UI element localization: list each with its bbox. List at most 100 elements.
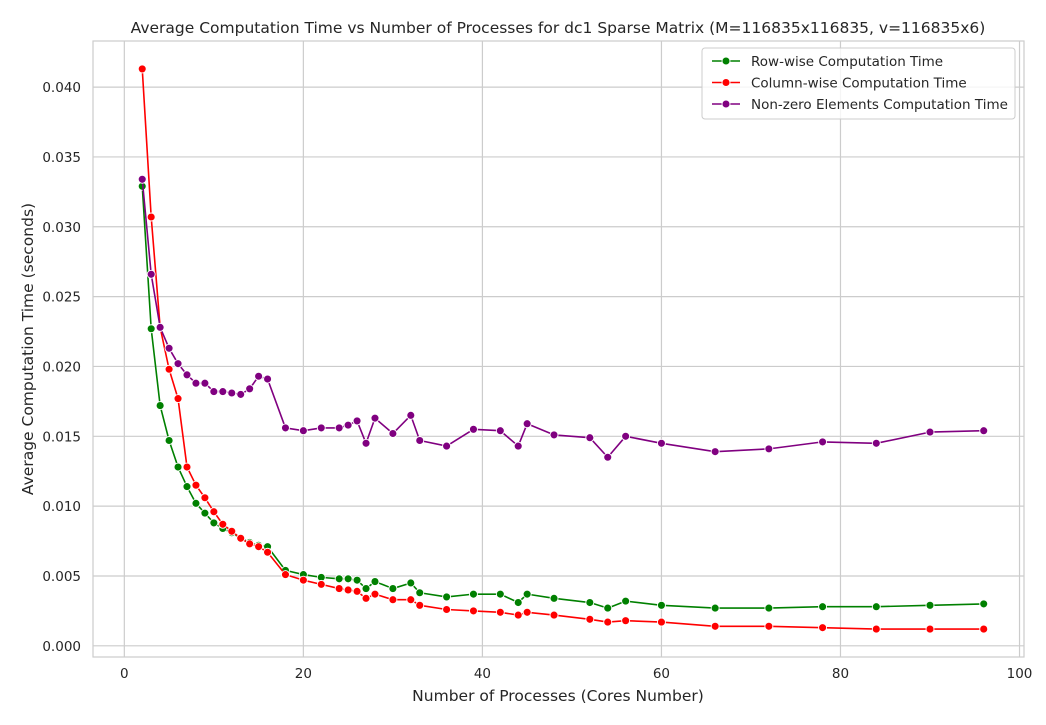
y-tick-labels: 0.000 0.005 0.010 0.015 0.020 0.025 0.030 0.035… — [42, 80, 81, 655]
data-point — [298, 426, 308, 436]
data-point — [925, 624, 935, 634]
data-point — [361, 584, 371, 594]
data-point — [182, 370, 192, 380]
data-point — [388, 595, 398, 605]
data-point — [352, 575, 362, 585]
data-point — [209, 507, 219, 517]
data-point — [621, 431, 631, 441]
data-point — [442, 592, 452, 602]
data-point — [710, 603, 720, 613]
data-point — [388, 429, 398, 438]
data-point — [495, 607, 505, 617]
data-point — [495, 589, 505, 599]
y-tick-label: 0.020 — [42, 359, 81, 375]
legend: Row-wise Computation Time Column-wise Com… — [701, 47, 1016, 120]
data-point — [352, 416, 362, 426]
x-tick-label: 80 — [832, 666, 849, 682]
legend-box — [701, 47, 1016, 120]
data-point — [406, 578, 416, 588]
data-point — [316, 579, 326, 589]
data-point — [764, 603, 774, 613]
data-point — [227, 388, 237, 398]
data-point — [603, 452, 613, 462]
data-point — [164, 343, 174, 353]
data-point — [209, 387, 219, 397]
data-point — [415, 436, 425, 445]
data-point — [343, 574, 353, 584]
x-tick-label: 40 — [474, 666, 491, 682]
data-point — [871, 438, 881, 448]
data-point — [710, 621, 720, 631]
data-point — [191, 480, 201, 490]
data-point — [585, 614, 595, 624]
plot-frame — [92, 40, 1025, 658]
data-point — [415, 588, 425, 598]
data-point — [522, 419, 532, 429]
data-point — [236, 389, 246, 399]
data-point — [656, 600, 666, 610]
data-point — [710, 447, 720, 457]
data-point — [146, 324, 156, 334]
x-tick-label: 20 — [295, 666, 312, 682]
data-point — [200, 508, 210, 518]
data-point — [495, 426, 505, 436]
data-point — [334, 423, 344, 433]
data-point — [656, 617, 666, 627]
data-point — [263, 547, 273, 557]
data-point — [406, 410, 416, 420]
data-point — [218, 519, 228, 529]
data-point — [245, 539, 255, 549]
legend-marker — [721, 99, 731, 109]
data-point — [254, 371, 264, 381]
data-point — [469, 606, 478, 616]
grid — [93, 41, 1024, 657]
legend-label: Column-wise Computation Time — [751, 76, 967, 92]
legend-marker — [721, 56, 731, 66]
data-point — [334, 574, 344, 584]
data-point — [406, 595, 416, 605]
data-point — [388, 584, 398, 594]
data-point — [334, 584, 344, 594]
legend-item: Column-wise Computation Time — [712, 76, 967, 92]
data-point — [549, 593, 559, 603]
data-point — [361, 438, 371, 448]
data-point — [818, 602, 828, 612]
data-point — [200, 378, 210, 388]
data-point — [522, 589, 532, 599]
data-point — [173, 359, 183, 369]
y-tick-label: 0.035 — [42, 150, 81, 166]
data-point — [513, 598, 523, 607]
data-point — [549, 430, 559, 440]
data-point — [621, 616, 631, 626]
data-point — [191, 498, 201, 508]
y-tick-label: 0.030 — [42, 220, 81, 236]
data-point — [361, 593, 371, 603]
data-point — [164, 436, 174, 445]
data-point — [442, 605, 452, 614]
data-point — [155, 401, 165, 411]
series-lines — [137, 64, 989, 634]
data-point — [146, 269, 156, 279]
data-point — [146, 212, 156, 222]
data-point — [979, 426, 989, 436]
data-point — [818, 437, 828, 447]
data-point — [316, 423, 326, 433]
data-point — [469, 589, 478, 599]
y-tick-label: 0.025 — [42, 290, 81, 306]
data-point — [979, 599, 989, 609]
data-point — [818, 623, 828, 633]
data-point — [281, 570, 290, 580]
data-point — [218, 387, 228, 397]
data-point — [621, 596, 631, 606]
y-tick-label: 0.000 — [42, 639, 81, 655]
data-point — [370, 577, 380, 587]
data-point — [191, 378, 201, 388]
data-point — [298, 575, 308, 585]
data-point — [603, 617, 613, 627]
x-tick-labels: 0 20 40 60 80 100 — [120, 666, 1032, 682]
x-tick-label: 60 — [653, 666, 670, 682]
data-point — [263, 374, 273, 384]
data-point — [415, 600, 425, 610]
